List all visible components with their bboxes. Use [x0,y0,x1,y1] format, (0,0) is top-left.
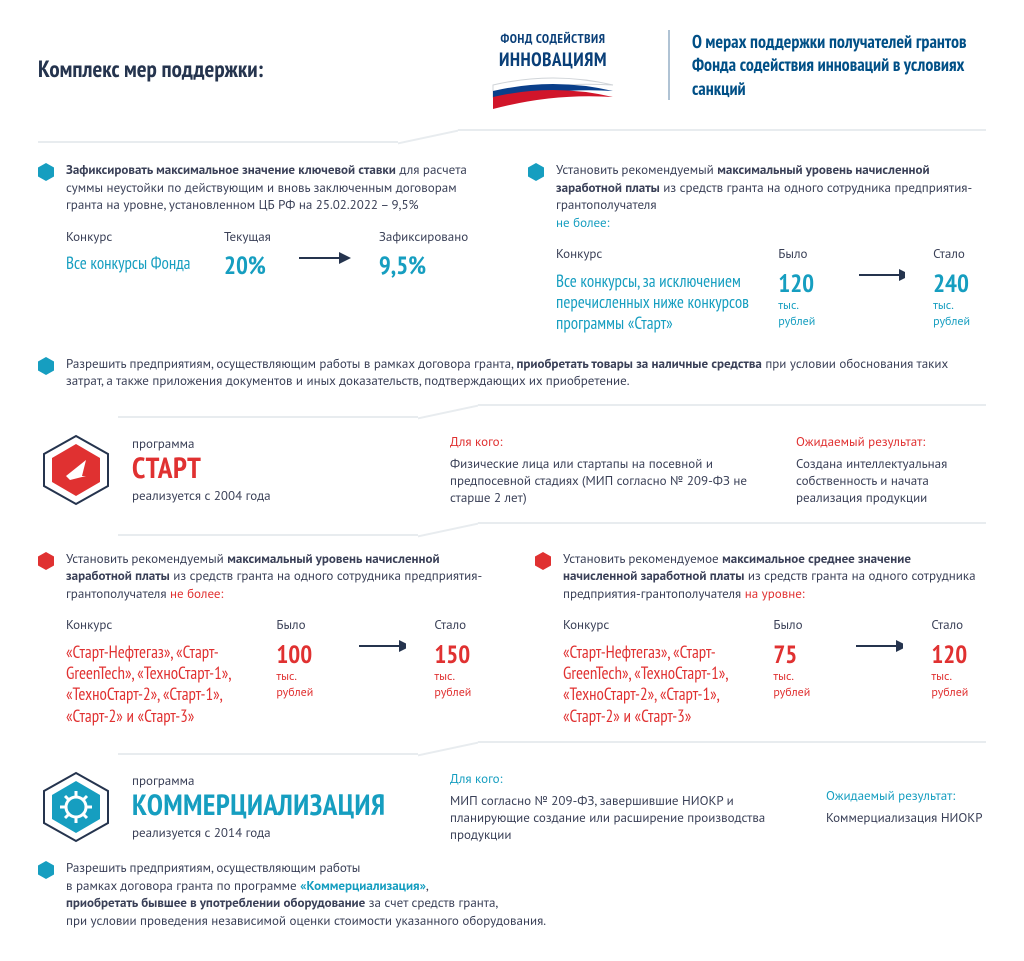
before-value: 120 [778,271,831,296]
hex-icon [528,163,544,181]
measure-start-salary-avg: Установить рекомендуемое максимальное ср… [535,550,986,727]
program-name: СТАРТ [132,453,432,485]
competition-name: «Старт-Нефтегаз», «Старт-GreenTech», «Те… [66,642,248,727]
who-text: МИП согласно № 209-ФЗ, завершившие НИОКР… [450,793,808,844]
competition-name: «Старт-Нефтегаз», «Старт-GreenTech», «Те… [563,642,745,727]
measure-text: Разрешить предприятиям, осуществляющим р… [66,355,986,390]
measure-text: Установить рекомендуемый максимальный ур… [66,550,489,603]
program-since: реализуется с 2014 года [132,824,432,842]
header-subtitle: О мерах поддержки получателей грантов Фо… [692,30,986,100]
program-start: программа СТАРТ реализуется с 2004 года … [38,432,986,508]
col-head: Текущая [224,228,271,246]
col-head: Было [773,616,828,634]
col-head: Стало [933,245,986,263]
program-name: КОММЕРЦИАЛИЗАЦИЯ [132,790,432,822]
col-head: Было [778,245,831,263]
flag-swoosh-icon [488,75,618,109]
header: Комплекс мер поддержки: ФОНД СОДЕЙСТВИЯ … [38,30,986,109]
col-head: Стало [434,616,489,634]
hex-icon [38,861,54,879]
unit: тыс. рублей [276,669,331,701]
divider [118,404,986,418]
col-head: Было [276,616,331,634]
hex-icon [38,552,54,570]
unit: тыс. рублей [773,669,828,701]
page-title: Комплекс мер поддержки: [38,54,438,85]
hex-icon [38,163,54,181]
col-head: Конкурс [556,245,750,263]
arrow-icon [859,269,905,281]
result-label: Ожидаемый результат: [826,787,986,805]
col-head: Конкурс [563,616,745,634]
after-value: 9,5% [379,253,468,278]
brand-main: ИННОВАЦИЯМ [499,48,607,74]
measure-text: Зафиксировать максимальное значение ключ… [66,161,482,214]
after-value: 120 [931,642,986,667]
unit: тыс. рублей [933,298,986,330]
divider [118,522,986,536]
measure-text: Установить рекомендуемый максимальный ур… [556,161,986,231]
after-value: 240 [933,271,986,296]
competition-name: Все конкурсы, за исключением перечисленн… [556,271,750,335]
col-head: Конкурс [66,228,196,246]
measure-text: Установить рекомендуемое максимальное ср… [563,550,986,603]
after-value: 150 [434,642,489,667]
competition-name: Все конкурсы Фонда [66,253,196,274]
who-text: Физические лица или стартапы на посевной… [450,456,778,507]
col-head: Зафиксировано [379,228,468,246]
hex-icon [38,357,54,375]
program-comm-icon [38,769,114,845]
result-text: Коммерциализация НИОКР [826,810,986,827]
measure-text: Разрешить предприятиям, осуществляющим р… [66,859,666,929]
arrow-icon [359,640,406,652]
brand-top: ФОНД СОДЕЙСТВИЯ [501,30,606,48]
measure-cash-purchase: Разрешить предприятиям, осуществляющим р… [38,355,986,390]
program-commercialization: программа КОММЕРЦИАЛИЗАЦИЯ реализуется с… [38,769,986,845]
arrow-icon [299,252,351,264]
unit: тыс. рублей [778,298,831,330]
measure-salary-cap: Установить рекомендуемый максимальный ур… [528,161,986,334]
program-start-icon [38,432,114,508]
program-since: реализуется с 2004 года [132,487,432,505]
arrow-icon [856,640,903,652]
measure-used-equipment: Разрешить предприятиям, осуществляющим р… [38,859,986,929]
who-label: Для кого: [450,433,778,451]
measure-key-rate: Зафиксировать максимальное значение ключ… [38,161,482,334]
brand-logo: ФОНД СОДЕЙСТВИЯ ИННОВАЦИЯМ [438,30,668,109]
result-text: Создана интеллектуальная собственность и… [796,456,986,507]
divider [38,129,986,143]
before-value: 100 [276,642,331,667]
who-label: Для кого: [450,770,808,788]
before-value: 75 [773,642,828,667]
hex-icon [535,552,551,570]
before-value: 20% [224,253,271,278]
measure-start-salary-max: Установить рекомендуемый максимальный ур… [38,550,489,727]
result-label: Ожидаемый результат: [796,433,986,451]
unit: тыс. рублей [434,669,489,701]
col-head: Конкурс [66,616,248,634]
col-head: Стало [931,616,986,634]
unit: тыс. рублей [931,669,986,701]
divider [118,741,986,755]
